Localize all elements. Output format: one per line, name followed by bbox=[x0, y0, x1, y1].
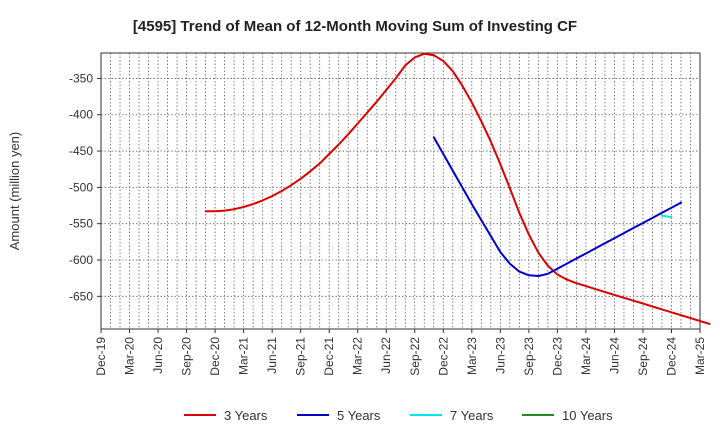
x-tick-label: Jun-21 bbox=[265, 337, 279, 374]
x-tick-label: Sep-21 bbox=[294, 337, 308, 376]
y-axis-label: Amount (million yen) bbox=[7, 132, 22, 251]
x-tick-label: Jun-22 bbox=[379, 337, 393, 374]
series-line-7-years bbox=[661, 214, 673, 219]
x-tick-label: Dec-24 bbox=[664, 337, 678, 376]
y-tick-label: -400 bbox=[69, 108, 93, 122]
plot-area bbox=[101, 53, 700, 329]
x-tick-label: Dec-23 bbox=[550, 337, 564, 376]
series-line-5-years bbox=[432, 136, 682, 277]
x-tick-label: Jun-23 bbox=[493, 337, 507, 374]
x-tick-label: Sep-23 bbox=[522, 337, 536, 376]
y-tick-label: -350 bbox=[69, 71, 93, 85]
x-tick-label: Jun-24 bbox=[607, 337, 621, 374]
x-axis-ticks: Dec-19 Mar-20 Jun-20 Sep-20 Dec-20 Mar-21 Jun-… bbox=[94, 329, 707, 376]
x-tick-label: Dec-19 bbox=[94, 337, 108, 376]
chart-title: [4595] Trend of Mean of 12-Month Moving … bbox=[133, 18, 577, 35]
x-tick-label: Sep-22 bbox=[408, 337, 422, 376]
x-tick-label: Dec-22 bbox=[436, 337, 450, 376]
x-tick-label: Sep-20 bbox=[180, 337, 194, 376]
x-tick-label: Mar-24 bbox=[579, 337, 593, 375]
legend-label: 7 Years bbox=[450, 408, 494, 423]
y-axis-ticks: -350 -400 -450 -500 -550 -600 -650 bbox=[69, 71, 101, 303]
y-tick-label: -550 bbox=[69, 217, 93, 231]
y-tick-label: -650 bbox=[69, 289, 93, 303]
legend-label: 5 Years bbox=[337, 408, 381, 423]
legend-label: 10 Years bbox=[562, 408, 613, 423]
x-tick-label: Sep-24 bbox=[636, 337, 650, 376]
y-tick-label: -600 bbox=[69, 253, 93, 267]
x-tick-label: Mar-21 bbox=[237, 337, 251, 375]
x-tick-label: Jun-20 bbox=[151, 337, 165, 374]
x-tick-label: Mar-22 bbox=[351, 337, 365, 375]
x-tick-label: Dec-20 bbox=[208, 337, 222, 376]
x-tick-label: Mar-23 bbox=[465, 337, 479, 375]
y-tick-label: -450 bbox=[69, 144, 93, 158]
legend-label: 3 Years bbox=[224, 408, 268, 423]
legend: 3 Years 5 Years 7 Years 10 Years bbox=[184, 408, 613, 423]
y-tick-label: -500 bbox=[69, 180, 93, 194]
x-tick-label: Dec-21 bbox=[322, 337, 336, 376]
series bbox=[204, 52, 711, 325]
x-tick-label: Mar-20 bbox=[123, 337, 137, 375]
plot-border bbox=[100, 52, 701, 330]
x-tick-label: Mar-25 bbox=[693, 337, 707, 375]
series-line-3-years bbox=[204, 52, 711, 325]
